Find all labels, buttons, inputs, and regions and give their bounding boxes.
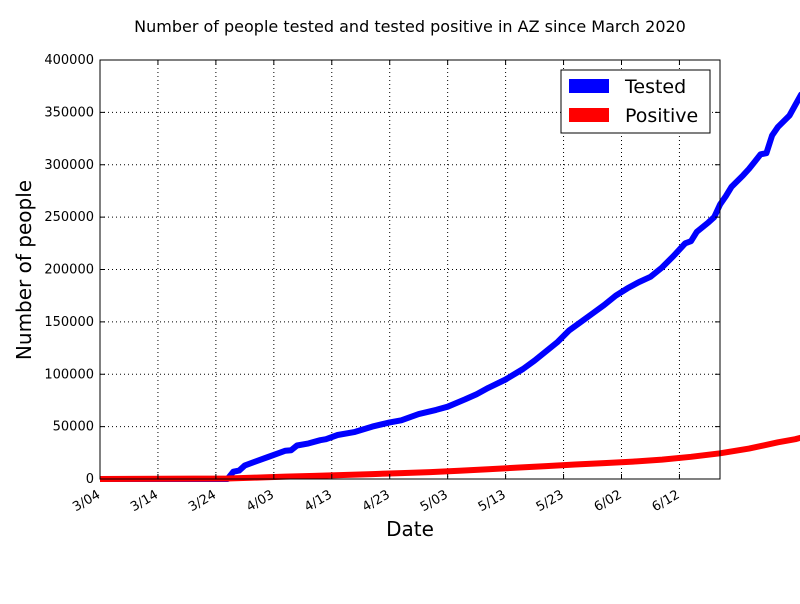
series-lines	[99, 91, 800, 482]
y-tick-label: 400000	[44, 53, 94, 68]
y-tick-label: 300000	[44, 158, 94, 173]
x-tick-label: 4/13	[302, 487, 335, 515]
x-tick-label: 3/04	[70, 487, 103, 515]
x-tick-label: 4/03	[244, 487, 277, 515]
y-tick-label: 0	[86, 472, 94, 487]
x-tick-label: 5/13	[476, 487, 509, 515]
y-tick-label: 100000	[44, 367, 94, 382]
y-tick-label: 200000	[44, 263, 94, 278]
x-axis-label: Date	[386, 517, 434, 541]
y-axis-label: Number of people	[12, 180, 36, 360]
y-tick-label: 50000	[53, 420, 94, 435]
legend-label-tested: Tested	[624, 76, 686, 98]
x-tick-label: 6/02	[592, 487, 625, 515]
y-axis-ticks: 0 50000 100000 150000 200000 250000 300000 3500…	[44, 53, 720, 487]
x-tick-label: 6/12	[650, 487, 683, 515]
x-tick-label: 5/23	[534, 487, 567, 515]
x-tick-label: 3/14	[128, 487, 161, 515]
legend: Tested Positive	[560, 69, 711, 134]
y-tick-label: 350000	[44, 105, 94, 120]
legend-swatch-positive	[569, 108, 609, 122]
legend-label-positive: Positive	[625, 105, 698, 127]
series-line-tested	[100, 91, 800, 482]
y-tick-label: 250000	[44, 210, 94, 225]
y-tick-label: 150000	[44, 315, 94, 330]
chart-title: Number of people tested and tested posit…	[134, 17, 686, 36]
legend-swatch-tested	[569, 79, 609, 93]
x-tick-label: 3/24	[186, 487, 219, 515]
x-tick-label: 4/23	[360, 487, 393, 515]
series-line-positive	[99, 434, 800, 482]
x-tick-label: 5/03	[418, 487, 451, 515]
